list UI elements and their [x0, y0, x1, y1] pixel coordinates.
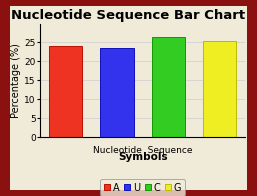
Bar [203, 41, 236, 137]
Text: Nucleotide Sequence Bar Chart: Nucleotide Sequence Bar Chart [12, 9, 245, 22]
Text: Nucleotide  Sequence: Nucleotide Sequence [93, 146, 192, 155]
Bar [100, 48, 134, 137]
Text: Symbols: Symbols [118, 152, 168, 162]
Bar [49, 46, 82, 137]
Y-axis label: Percentage (%): Percentage (%) [11, 43, 21, 118]
Bar [152, 37, 185, 137]
Legend: A, U, C, G: A, U, C, G [100, 179, 185, 196]
